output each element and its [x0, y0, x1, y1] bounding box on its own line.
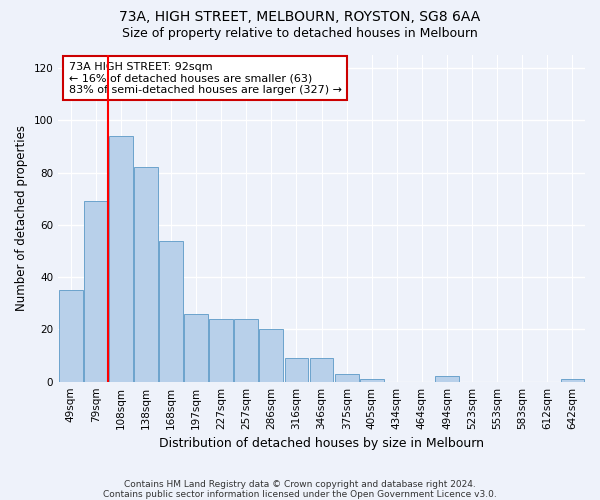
Text: Contains HM Land Registry data © Crown copyright and database right 2024.: Contains HM Land Registry data © Crown c… [124, 480, 476, 489]
Bar [109, 136, 133, 382]
Bar [134, 168, 158, 382]
Bar [59, 290, 83, 382]
Text: Size of property relative to detached houses in Melbourn: Size of property relative to detached ho… [122, 28, 478, 40]
Text: 73A, HIGH STREET, MELBOURN, ROYSTON, SG8 6AA: 73A, HIGH STREET, MELBOURN, ROYSTON, SG8… [119, 10, 481, 24]
Bar [310, 358, 334, 382]
X-axis label: Distribution of detached houses by size in Melbourn: Distribution of detached houses by size … [159, 437, 484, 450]
Bar [259, 330, 283, 382]
Bar [435, 376, 459, 382]
Text: 73A HIGH STREET: 92sqm
← 16% of detached houses are smaller (63)
83% of semi-det: 73A HIGH STREET: 92sqm ← 16% of detached… [69, 62, 342, 94]
Bar [560, 379, 584, 382]
Bar [235, 319, 258, 382]
Bar [335, 374, 359, 382]
Bar [360, 379, 383, 382]
Bar [209, 319, 233, 382]
Bar [84, 202, 108, 382]
Bar [184, 314, 208, 382]
Y-axis label: Number of detached properties: Number of detached properties [15, 126, 28, 312]
Text: Contains public sector information licensed under the Open Government Licence v3: Contains public sector information licen… [103, 490, 497, 499]
Bar [159, 240, 183, 382]
Bar [284, 358, 308, 382]
